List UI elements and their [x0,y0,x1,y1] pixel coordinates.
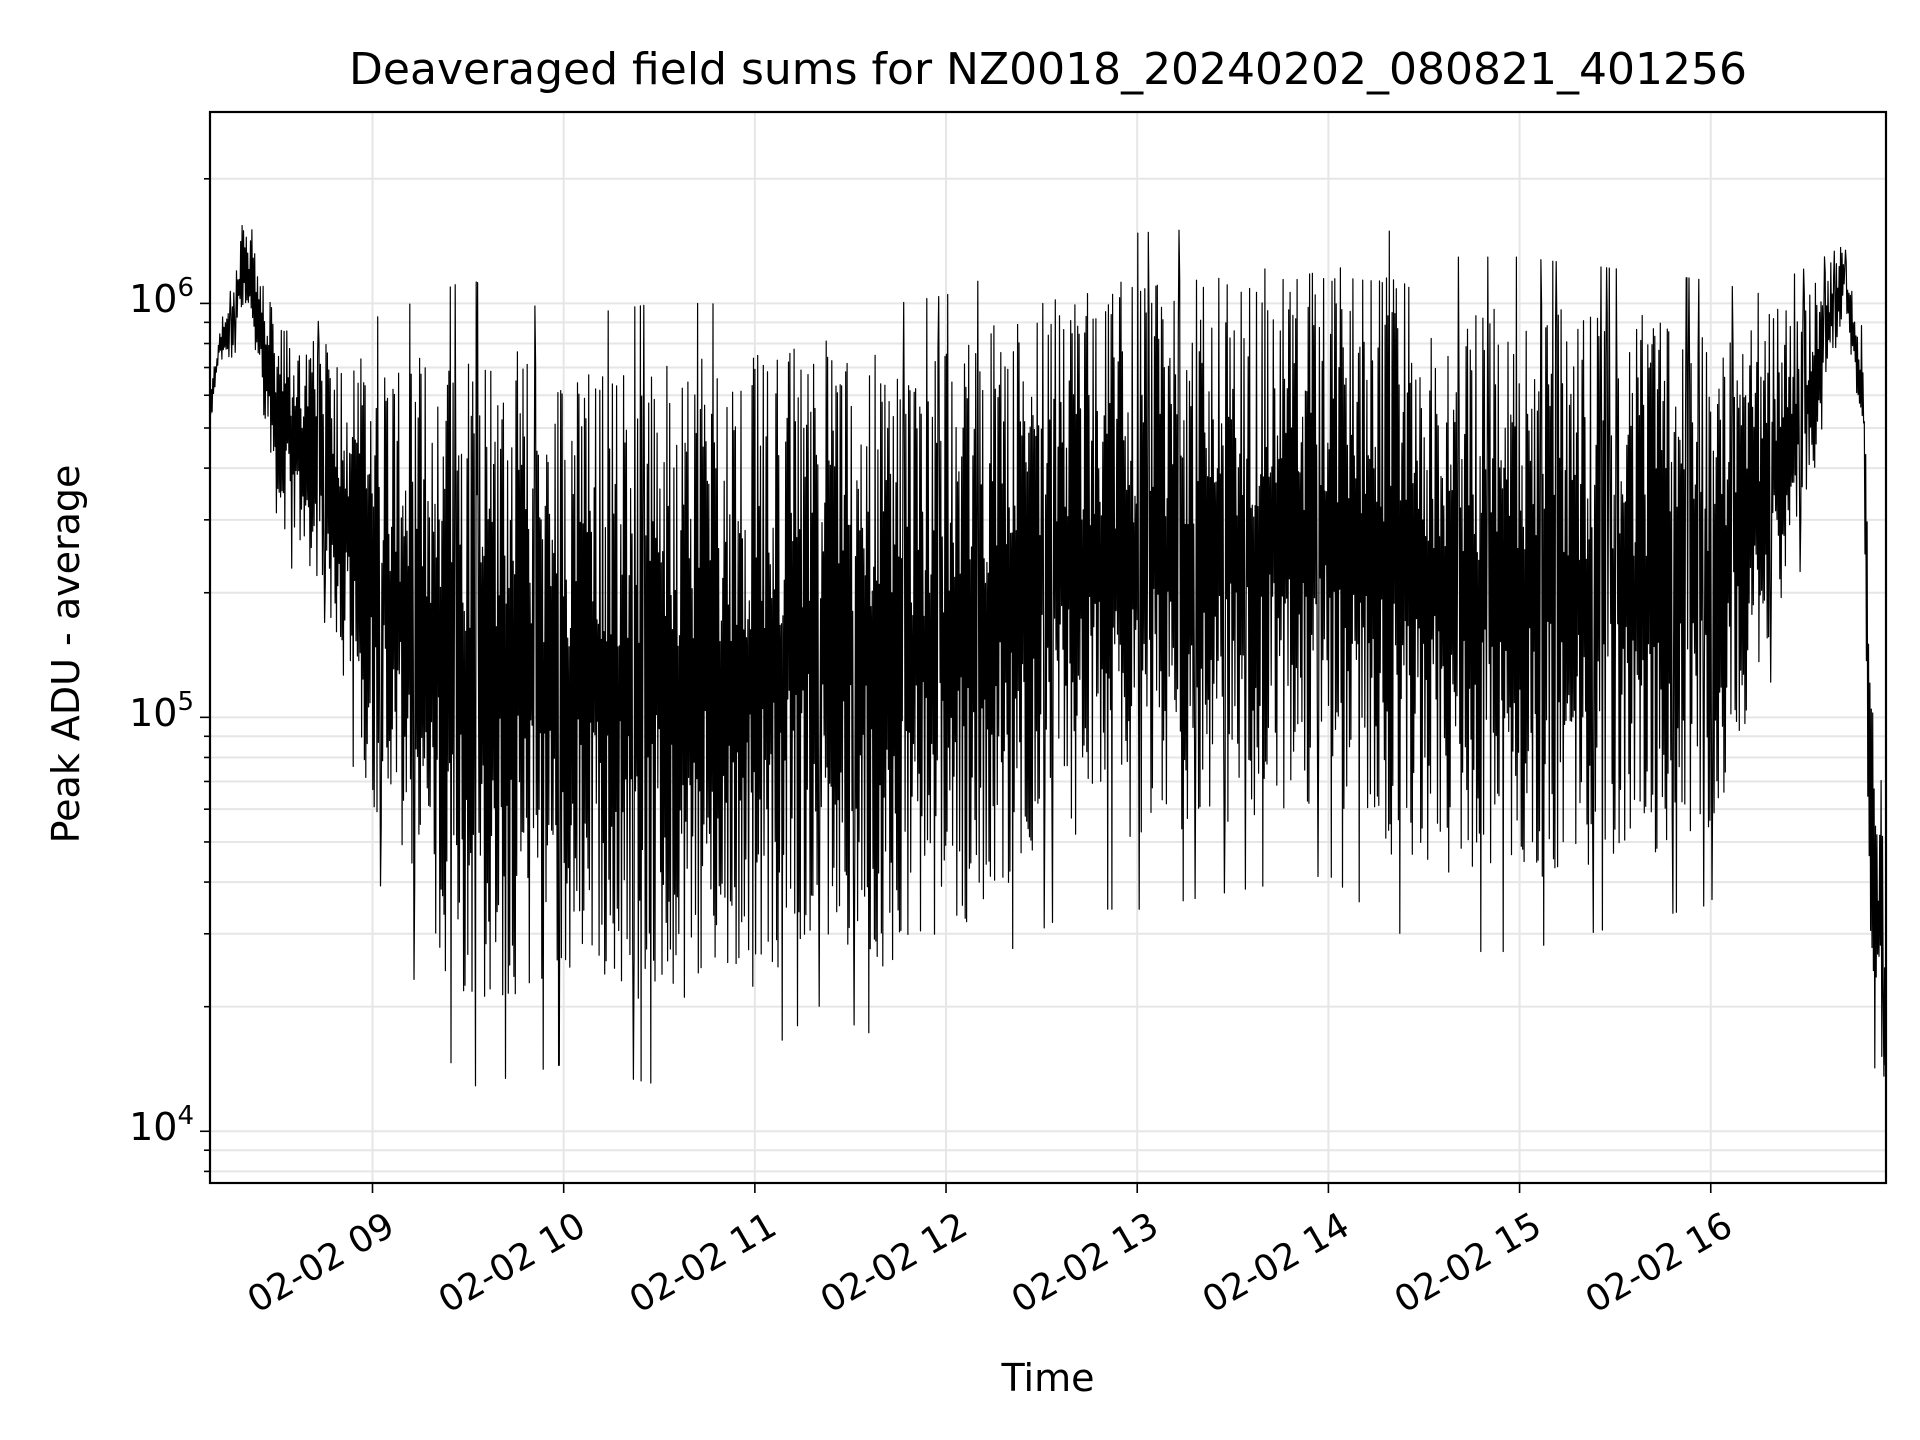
y-tick-base: 10 [129,691,178,736]
series-line [209,225,1887,1087]
y-tick-exponent: 5 [177,687,194,718]
plot-frame [208,110,1888,1185]
series-line-path [209,225,1887,1087]
y-axis-label: Peak ADU - average [44,464,88,844]
x-axis-label: Time [1001,1356,1095,1400]
chart-title: Deaveraged field sums for NZ0018_2024020… [349,44,1747,95]
y-tick-label: 106 [129,275,194,322]
y-tick-label: 105 [129,689,194,736]
y-tick-exponent: 6 [177,273,194,304]
y-tick-exponent: 4 [177,1101,194,1132]
y-tick-label: 104 [129,1103,194,1150]
y-tick-base: 10 [129,277,178,322]
y-tick-base: 10 [129,1105,178,1150]
